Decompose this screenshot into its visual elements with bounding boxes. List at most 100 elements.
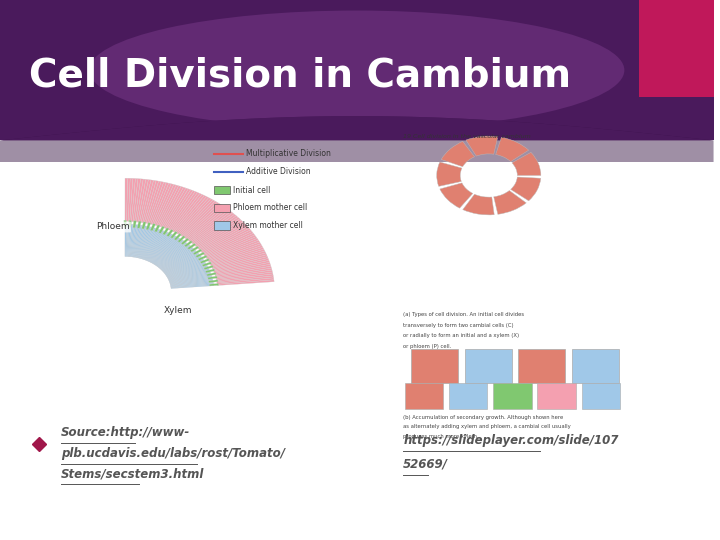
Wedge shape [151,237,177,263]
Text: transversely to form two cambial cells (C): transversely to form two cambial cells (… [403,323,514,328]
Wedge shape [199,224,246,251]
Wedge shape [151,235,176,263]
Wedge shape [214,259,269,272]
Text: Initial cell: Initial cell [233,186,271,194]
Wedge shape [146,181,161,224]
Wedge shape [136,179,145,222]
Wedge shape [135,179,143,222]
Wedge shape [213,256,268,271]
FancyBboxPatch shape [518,349,565,383]
Wedge shape [150,234,174,262]
Wedge shape [217,276,274,283]
Wedge shape [186,206,225,239]
Wedge shape [125,178,127,221]
Text: 19 Cell division in the vascular cambium: 19 Cell division in the vascular cambium [403,134,531,139]
Text: as alternately adding xylem and phloem, a cambial cell usually: as alternately adding xylem and phloem, … [403,424,571,429]
Wedge shape [155,225,160,232]
Wedge shape [191,212,233,243]
Wedge shape [165,258,203,274]
Wedge shape [161,250,196,271]
Wedge shape [171,282,213,287]
Wedge shape [174,233,181,240]
Wedge shape [212,251,266,268]
Wedge shape [126,224,128,256]
Wedge shape [158,186,181,226]
Text: Additive Division: Additive Division [246,167,311,176]
Wedge shape [138,221,141,228]
Wedge shape [131,225,139,257]
Text: produces much more xylem.: produces much more xylem. [403,434,479,439]
Wedge shape [210,247,264,265]
Wedge shape [155,240,184,265]
Wedge shape [159,246,191,268]
Wedge shape [156,241,184,266]
FancyBboxPatch shape [214,221,230,230]
Wedge shape [196,252,204,258]
Wedge shape [138,227,151,258]
Wedge shape [510,177,541,201]
FancyBboxPatch shape [493,383,531,409]
Wedge shape [156,242,186,266]
Wedge shape [215,262,270,275]
Wedge shape [163,228,169,235]
Wedge shape [198,222,245,249]
Wedge shape [144,230,163,260]
Wedge shape [139,227,154,259]
Wedge shape [203,230,252,254]
Wedge shape [197,220,243,248]
Wedge shape [171,279,212,286]
Wedge shape [168,268,210,280]
Wedge shape [155,185,176,226]
Wedge shape [188,209,229,241]
Wedge shape [166,259,204,275]
Wedge shape [187,244,196,249]
Text: Cell Division in Cambium: Cell Division in Cambium [29,57,571,94]
Wedge shape [150,235,175,262]
Wedge shape [212,255,267,270]
Wedge shape [128,220,132,227]
Wedge shape [168,265,207,279]
FancyBboxPatch shape [214,204,230,212]
Text: plb.ucdavis.edu/labs/rost/Tomato/: plb.ucdavis.edu/labs/rost/Tomato/ [60,447,284,460]
Wedge shape [200,225,248,251]
Wedge shape [164,256,202,274]
Wedge shape [217,278,274,284]
Wedge shape [133,225,142,257]
Wedge shape [171,232,178,238]
Wedge shape [178,199,213,235]
Wedge shape [158,226,165,233]
Wedge shape [212,253,266,269]
Wedge shape [210,284,219,286]
Wedge shape [208,276,217,279]
Wedge shape [209,244,262,263]
Text: https://slideplayer.com/slide/107: https://slideplayer.com/slide/107 [403,434,618,447]
Wedge shape [149,234,172,262]
Wedge shape [168,267,209,280]
Wedge shape [130,225,138,257]
Wedge shape [153,184,174,225]
Wedge shape [194,216,238,246]
Wedge shape [134,225,143,257]
Wedge shape [166,260,204,275]
Wedge shape [217,274,274,282]
Wedge shape [215,264,271,276]
Wedge shape [466,136,498,156]
Wedge shape [132,225,140,257]
Wedge shape [178,236,186,242]
Wedge shape [207,273,216,276]
Wedge shape [171,281,213,287]
Wedge shape [145,231,166,260]
FancyBboxPatch shape [405,383,443,409]
Wedge shape [161,248,194,269]
Wedge shape [495,137,528,161]
Wedge shape [167,191,195,229]
Wedge shape [211,249,265,266]
Text: Multiplicative Division: Multiplicative Division [246,150,331,158]
Wedge shape [176,197,209,233]
Wedge shape [160,247,193,269]
Wedge shape [207,239,258,260]
Wedge shape [133,179,140,222]
Wedge shape [437,162,462,186]
Wedge shape [157,243,188,267]
Wedge shape [158,244,189,267]
